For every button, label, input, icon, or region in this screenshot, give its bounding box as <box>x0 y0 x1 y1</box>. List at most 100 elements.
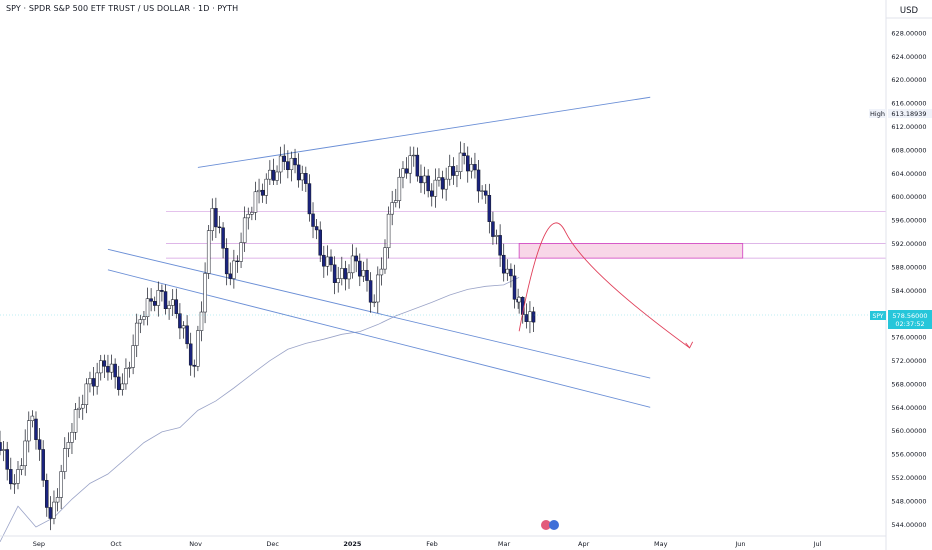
candle-body <box>268 169 272 180</box>
candle-body <box>181 325 186 329</box>
time-tick-label: 2025 <box>343 540 362 548</box>
candle-body <box>221 227 225 249</box>
candle-body <box>27 420 31 442</box>
candle-body <box>419 175 423 184</box>
candle-body <box>455 171 459 176</box>
candle-body <box>242 217 247 243</box>
candle-body <box>206 230 211 274</box>
event-flag-icon-right[interactable] <box>549 520 559 530</box>
time-ticks: Sep Oct Nov Dec 2025 Feb Mar Apr May Jun Jul <box>33 540 822 548</box>
candle-body <box>217 226 222 229</box>
candle-body <box>224 248 229 275</box>
candle-body <box>134 322 139 346</box>
price-tick-label: 556.00000 <box>891 451 926 459</box>
price-tick-label: 572.00000 <box>891 357 926 365</box>
time-tick-label: Nov <box>189 540 202 548</box>
price-tick-label: 564.00000 <box>891 404 926 412</box>
candle-body <box>483 190 488 196</box>
symbol-tag: SPY <box>873 313 884 320</box>
candle-body <box>250 212 254 215</box>
candle-body <box>422 175 427 184</box>
time-tick-label: Dec <box>266 540 279 548</box>
trendlines-layer <box>107 96 651 408</box>
candle-body <box>142 316 146 320</box>
candle-body <box>487 195 492 222</box>
candle-body <box>401 168 405 178</box>
candle-body <box>524 314 529 322</box>
last-price: 578.56000 <box>892 312 927 320</box>
candle-body <box>174 299 179 314</box>
candle-body <box>286 161 290 170</box>
price-tick-label: 548.00000 <box>891 497 926 505</box>
candle-body <box>5 449 9 470</box>
candle-body <box>531 311 536 323</box>
candle-body <box>138 319 143 324</box>
price-tick-label: 544.00000 <box>891 521 926 529</box>
candle-body <box>12 483 17 485</box>
price-tick-label: 628.00000 <box>891 29 926 37</box>
candle-body <box>275 171 279 181</box>
price-tick-label: 552.00000 <box>891 474 926 482</box>
candle-body <box>214 208 218 228</box>
candle-body <box>469 164 474 172</box>
candle-body <box>196 330 200 367</box>
candle-body <box>498 235 502 256</box>
candle-body <box>41 449 45 481</box>
candle-body <box>358 260 362 277</box>
candle-body <box>404 168 409 174</box>
projection-arrowhead <box>685 341 694 349</box>
candle-body <box>343 268 348 280</box>
candle-body <box>0 442 2 451</box>
event-flag-icon-left[interactable] <box>541 520 551 530</box>
candle-body <box>448 166 452 180</box>
candle-body <box>185 325 189 345</box>
candle-body <box>70 432 74 443</box>
candle-body <box>304 173 308 184</box>
candle-body <box>300 173 304 181</box>
candle-body <box>253 191 258 213</box>
candle-body <box>390 202 394 215</box>
time-tick-label: May <box>654 540 668 548</box>
candle-body <box>160 290 164 292</box>
candle-body <box>77 407 81 410</box>
candle-body <box>282 155 286 162</box>
candle-body <box>232 260 236 279</box>
candle-body <box>322 254 326 267</box>
candle-body <box>257 189 261 193</box>
candle-body <box>361 270 366 277</box>
candle-body <box>494 235 499 237</box>
candle-body <box>52 501 56 519</box>
high-value: 613.18939 <box>891 110 926 118</box>
price-tick-label: 600.00000 <box>891 193 926 201</box>
candle-body <box>336 278 340 283</box>
price-tick-label: 576.00000 <box>891 334 926 342</box>
currency-label: USD <box>900 6 919 16</box>
candle-body <box>149 298 153 302</box>
price-tick-label: 624.00000 <box>891 53 926 61</box>
candle-body <box>102 360 107 367</box>
price-tick-label: 592.00000 <box>891 240 926 248</box>
candle-body <box>156 290 161 306</box>
economic-events-icon[interactable] <box>541 520 559 530</box>
candle-body <box>98 360 103 374</box>
price-tick-label: 596.00000 <box>891 217 926 225</box>
candle-body <box>113 363 117 378</box>
candle-body <box>509 268 513 277</box>
candle-body <box>84 383 89 405</box>
candle-body <box>505 268 510 274</box>
candle-body <box>379 268 384 276</box>
price-tick-label: 560.00000 <box>891 427 926 435</box>
candle-body <box>260 189 265 196</box>
candle-body <box>45 480 49 508</box>
candle-body <box>444 178 448 190</box>
candle-body <box>325 256 330 267</box>
candle-body <box>178 313 182 329</box>
candle-body <box>81 404 85 409</box>
candle-body <box>397 176 402 201</box>
candle-body <box>1 449 6 451</box>
time-tick-label: Sep <box>33 540 45 548</box>
candle-body <box>167 305 171 309</box>
candle-body <box>116 376 121 390</box>
candle-body <box>9 469 13 485</box>
